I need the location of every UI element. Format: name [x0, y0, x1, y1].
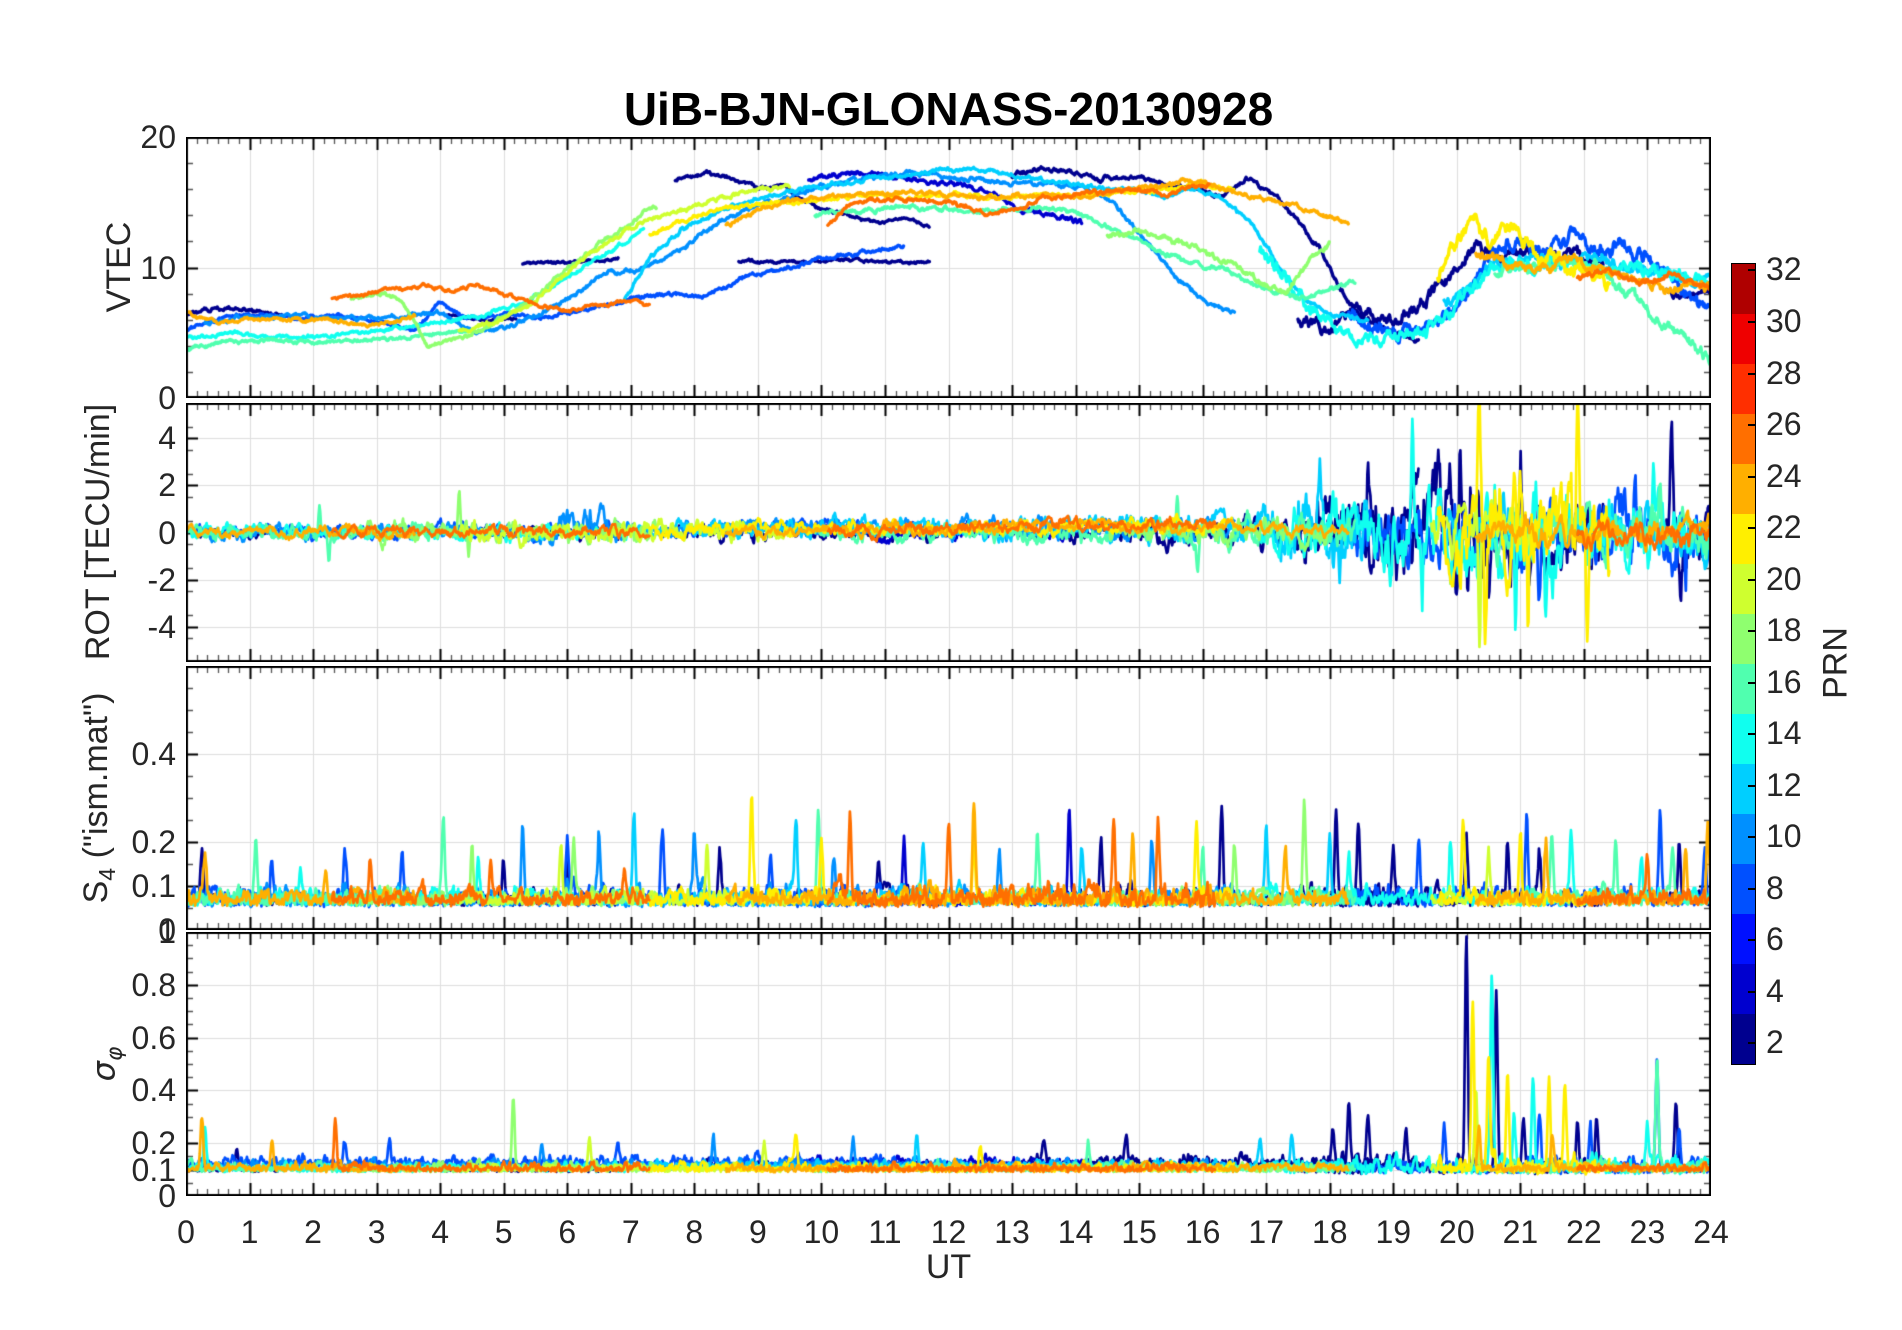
s4-panel	[186, 666, 1711, 930]
x-tick-label: 8	[685, 1214, 704, 1250]
colorbar-tick	[1748, 372, 1755, 375]
colorbar-tick	[1748, 1042, 1755, 1045]
x-tick-label: 13	[994, 1214, 1030, 1250]
x-tick-label: 10	[803, 1214, 840, 1250]
x-tick-label: 7	[621, 1214, 640, 1250]
x-tick-label: 21	[1502, 1214, 1539, 1250]
colorbar-tick-label: 32	[1766, 251, 1802, 288]
x-tick-label: 3	[367, 1214, 386, 1250]
x-tick-label: 2	[304, 1214, 322, 1250]
x-tick-label: 23	[1629, 1214, 1666, 1250]
y-tick-label-rot: 4	[158, 420, 176, 457]
y-tick-label-sigphi: 0.8	[131, 966, 176, 1003]
y-tick-label-sigphi: 0	[158, 1178, 176, 1214]
x-tick-label: 17	[1248, 1214, 1284, 1250]
y-tick-label-rot: 0	[158, 514, 176, 551]
y-tick-label-vtec: 20	[140, 119, 176, 155]
sigma-phi-plot-canvas	[186, 932, 1711, 1196]
x-tick-label: 16	[1184, 1214, 1221, 1250]
colorbar-tick-label: 24	[1766, 457, 1802, 494]
rot-plot-canvas	[186, 403, 1711, 662]
colorbar-tick	[1748, 475, 1755, 478]
colorbar-tick-label: 22	[1766, 509, 1802, 546]
sigma-phi-panel	[186, 932, 1711, 1196]
colorbar-tick	[1748, 784, 1755, 787]
y-tick-label-s4: 0	[158, 912, 176, 948]
y-tick-label-rot: 2	[158, 467, 176, 504]
y-tick-label-vtec: 10	[140, 249, 176, 286]
y-tick-label-s4: 0.2	[131, 824, 176, 860]
x-tick-label: 15	[1121, 1214, 1157, 1250]
colorbar-tick-label: 20	[1766, 560, 1802, 597]
colorbar-tick	[1748, 424, 1755, 427]
colorbar-tick-label: 6	[1766, 921, 1784, 958]
y-tick-label-sigphi: 0.6	[131, 1019, 176, 1056]
colorbar-tick	[1748, 630, 1755, 633]
colorbar-label: PRN	[1816, 627, 1855, 699]
x-tick-label: 5	[494, 1214, 513, 1250]
colorbar-tick-label: 28	[1766, 354, 1802, 391]
x-tick-label: 1	[240, 1214, 259, 1250]
x-tick-label: 12	[930, 1214, 967, 1250]
colorbar-tick-label: 4	[1766, 972, 1784, 1009]
x-axis-label: UT	[925, 1248, 972, 1286]
colorbar-tick	[1748, 887, 1755, 890]
rot-panel	[186, 403, 1711, 662]
x-tick-label: 11	[868, 1214, 902, 1250]
colorbar-tick-label: 16	[1766, 663, 1802, 700]
colorbar-tick	[1748, 269, 1755, 272]
colorbar-tick	[1748, 681, 1755, 684]
vtec-plot-canvas	[186, 137, 1711, 398]
y-tick-label-sigphi: 0.1	[131, 1151, 176, 1188]
colorbar-tick	[1748, 939, 1755, 942]
x-tick-label: 22	[1566, 1214, 1602, 1250]
x-tick-label: 20	[1439, 1214, 1475, 1250]
colorbar-tick	[1748, 733, 1755, 736]
x-tick-label: 0	[177, 1214, 195, 1250]
chart-title: UiB-BJN-GLONASS-20130928	[623, 83, 1274, 135]
y-tick-label-vtec: 0	[158, 380, 176, 416]
s4-plot-canvas	[186, 666, 1711, 930]
colorbar-tick	[1748, 578, 1755, 581]
y-tick-label-s4: 0.4	[131, 736, 176, 772]
colorbar-tick-label: 26	[1766, 406, 1802, 443]
colorbar-tick	[1748, 527, 1755, 530]
x-tick-label: 18	[1311, 1214, 1348, 1250]
colorbar-tick	[1748, 320, 1755, 323]
y-tick-label-sigphi: 0.2	[131, 1125, 176, 1162]
vtec-panel	[186, 137, 1711, 398]
y-tick-label-rot: -4	[147, 608, 176, 645]
x-tick-label: 19	[1375, 1214, 1412, 1250]
colorbar-tick-label: 18	[1766, 612, 1802, 649]
y-tick-label-rot: -2	[147, 561, 176, 598]
colorbar-tick-label: 10	[1766, 818, 1802, 855]
x-tick-label: 4	[431, 1214, 450, 1250]
colorbar-tick	[1748, 836, 1755, 839]
x-tick-label: 24	[1693, 1214, 1729, 1250]
colorbar-tick-label: 30	[1766, 302, 1802, 339]
colorbar-tick	[1748, 990, 1755, 993]
y-tick-label-sigphi: 1	[158, 914, 176, 950]
colorbar-tick-label: 14	[1766, 715, 1802, 752]
colorbar-tick-label: 12	[1766, 766, 1802, 803]
colorbar	[1731, 263, 1756, 1065]
x-tick-label: 14	[1057, 1214, 1094, 1250]
x-tick-label: 6	[558, 1214, 577, 1250]
y-tick-label-s4: 0.1	[131, 868, 176, 904]
colorbar-tick-label: 2	[1766, 1024, 1784, 1061]
x-tick-label: 9	[748, 1214, 767, 1250]
y-tick-label-sigphi: 0.4	[131, 1072, 176, 1109]
colorbar-tick-label: 8	[1766, 869, 1784, 906]
